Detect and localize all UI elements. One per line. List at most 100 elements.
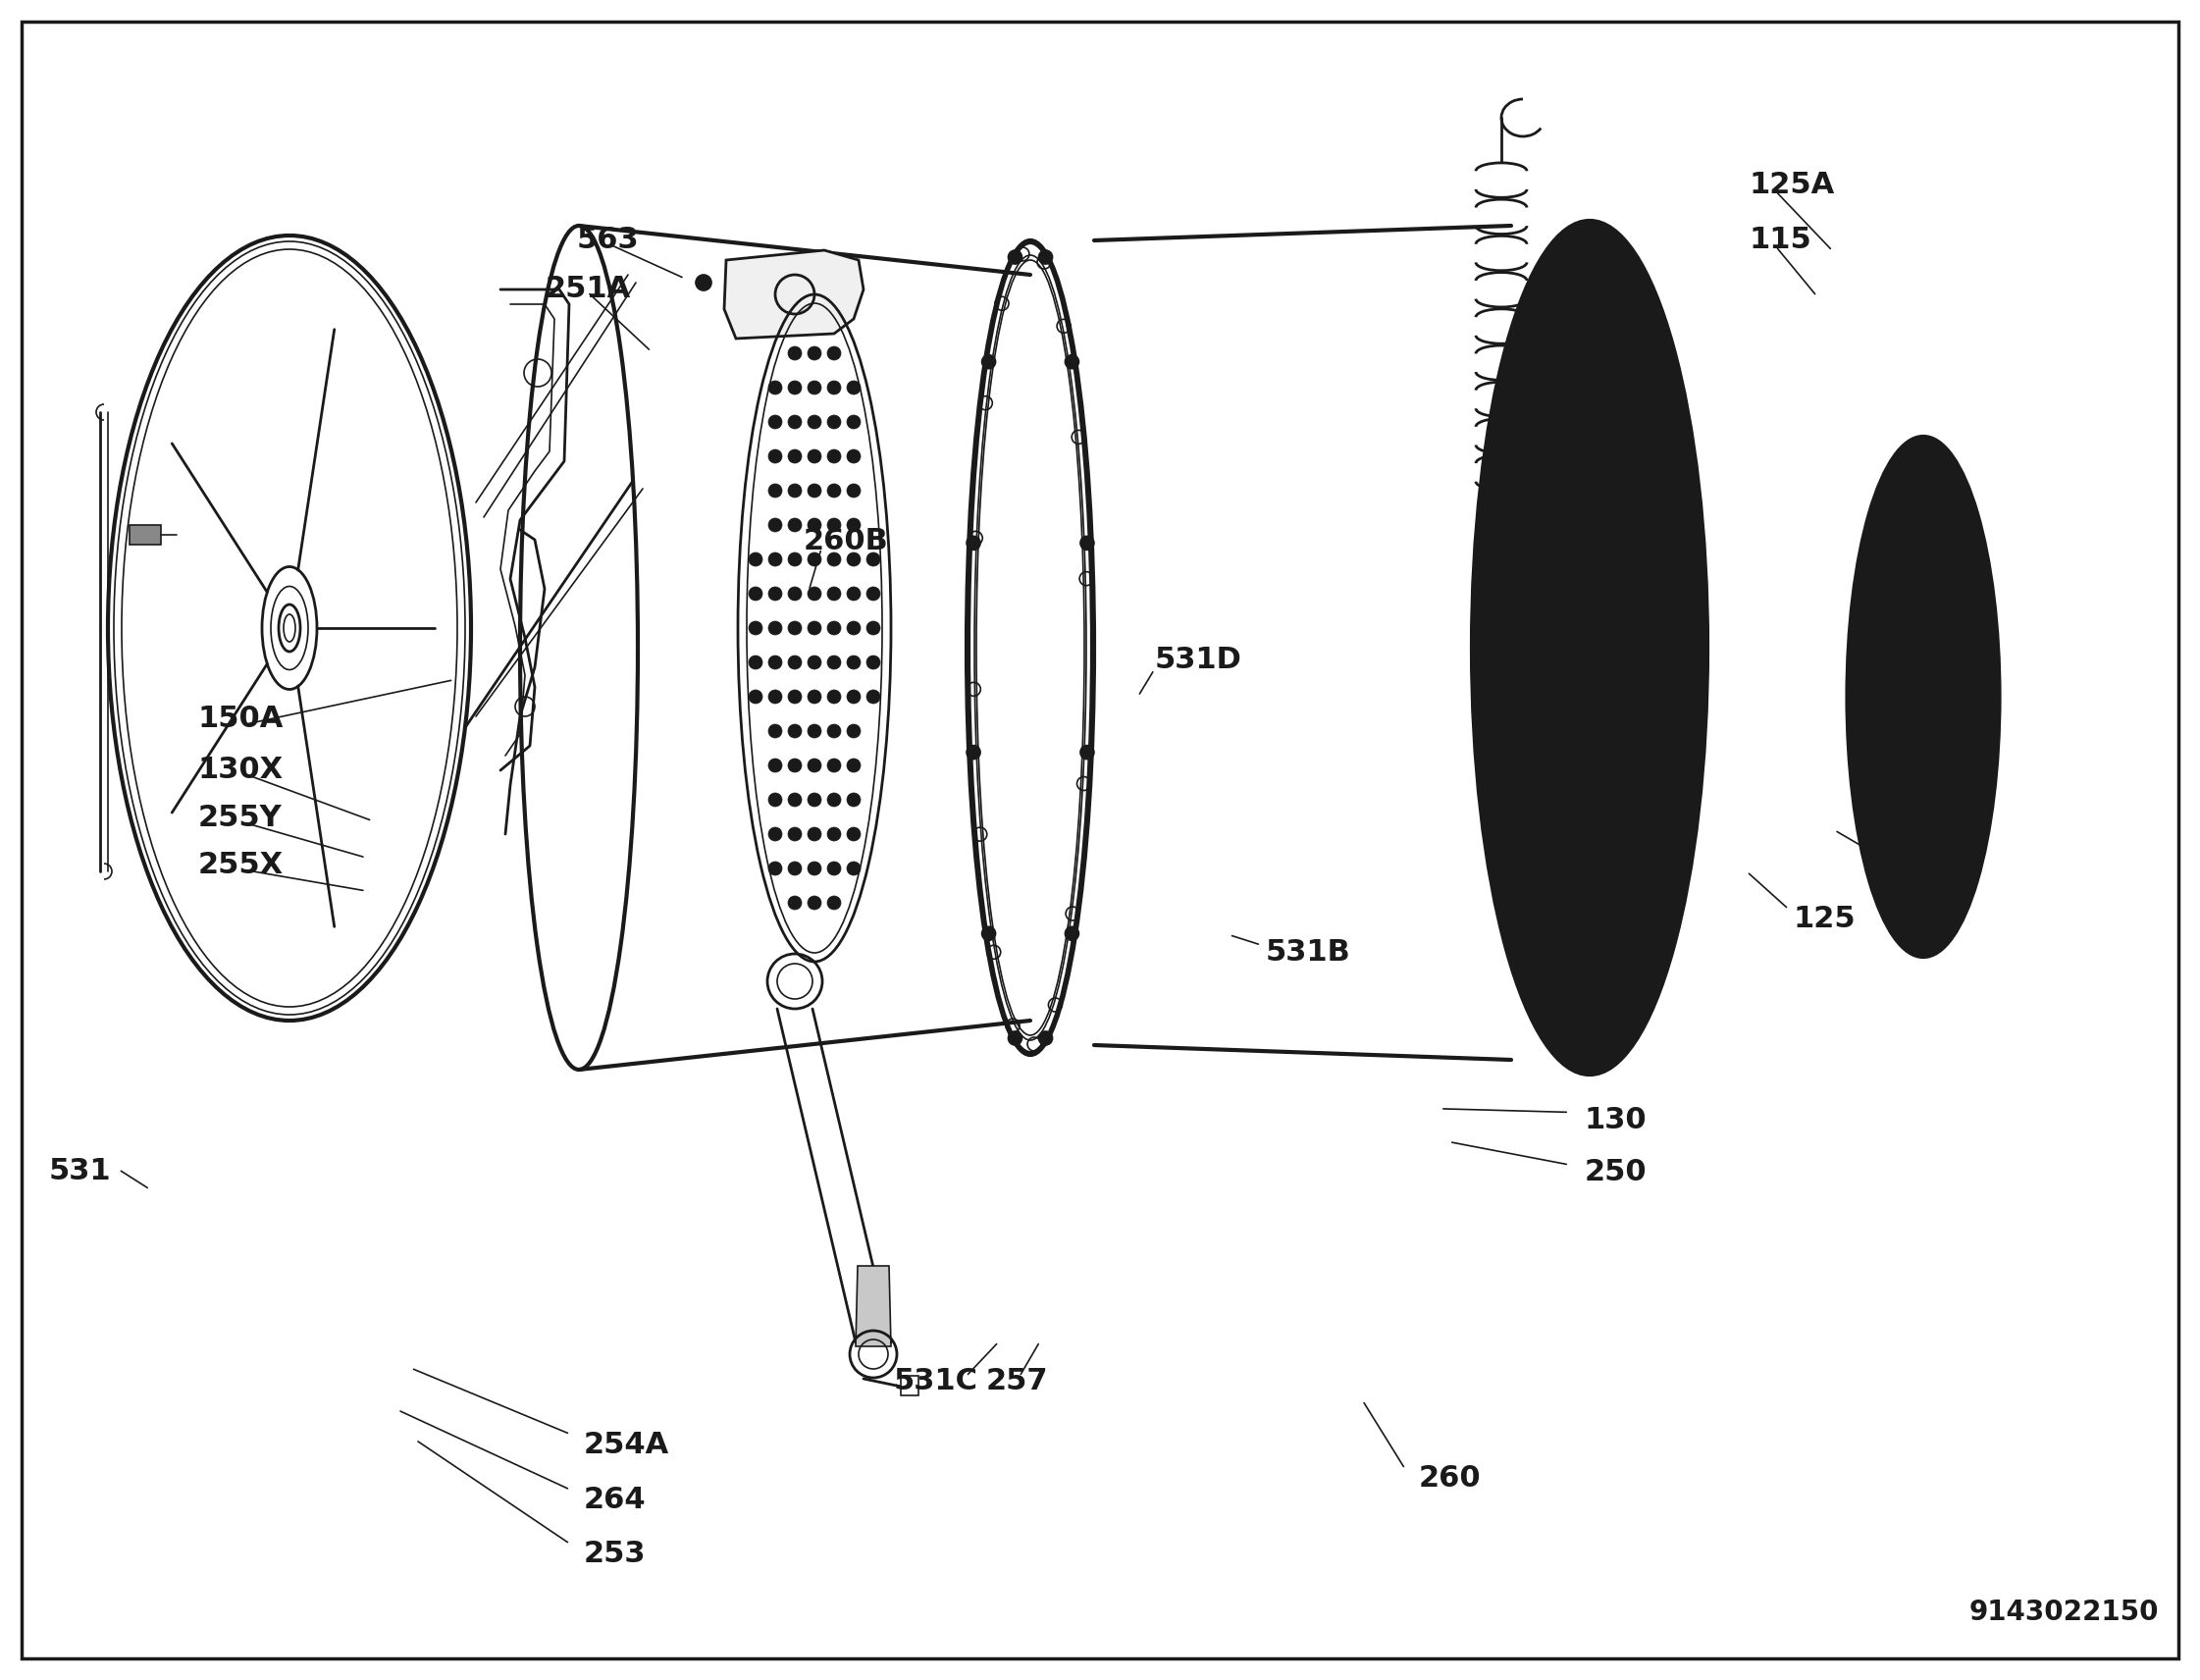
Circle shape [981, 927, 997, 941]
Circle shape [788, 862, 801, 875]
Ellipse shape [1472, 220, 1707, 1075]
Circle shape [966, 746, 981, 759]
Circle shape [827, 346, 840, 360]
Circle shape [966, 536, 981, 549]
Text: 150: 150 [1584, 1008, 1646, 1035]
Circle shape [1008, 250, 1023, 264]
Circle shape [807, 655, 821, 669]
Circle shape [981, 354, 997, 368]
Circle shape [788, 655, 801, 669]
Text: 150A: 150A [198, 706, 284, 732]
Circle shape [1065, 354, 1078, 368]
Text: 253: 253 [583, 1541, 645, 1567]
Circle shape [748, 553, 763, 566]
Polygon shape [130, 526, 161, 544]
Text: 251A: 251A [546, 276, 631, 302]
Circle shape [788, 759, 801, 773]
Circle shape [768, 415, 781, 428]
Circle shape [1008, 1032, 1023, 1045]
Circle shape [748, 622, 763, 635]
Circle shape [768, 862, 781, 875]
Circle shape [807, 827, 821, 842]
Circle shape [827, 415, 840, 428]
Circle shape [1038, 250, 1052, 264]
Polygon shape [856, 1267, 891, 1346]
Text: 563: 563 [576, 227, 638, 254]
Circle shape [768, 517, 781, 533]
Circle shape [807, 586, 821, 600]
Circle shape [867, 690, 880, 704]
Circle shape [807, 622, 821, 635]
Circle shape [1080, 536, 1093, 549]
Text: 257A: 257A [1883, 852, 1969, 879]
Text: 264: 264 [583, 1487, 645, 1514]
Text: 130X: 130X [198, 756, 284, 783]
Circle shape [867, 622, 880, 635]
Circle shape [768, 655, 781, 669]
Text: 254A: 254A [583, 1431, 669, 1458]
Circle shape [748, 655, 763, 669]
Circle shape [827, 827, 840, 842]
Circle shape [807, 517, 821, 533]
Text: 257: 257 [986, 1368, 1047, 1394]
Circle shape [695, 276, 711, 291]
Circle shape [867, 586, 880, 600]
Circle shape [807, 346, 821, 360]
Text: 9143022150: 9143022150 [1969, 1599, 2158, 1626]
Circle shape [847, 690, 860, 704]
Circle shape [788, 381, 801, 395]
Circle shape [768, 586, 781, 600]
Text: 125A: 125A [1749, 171, 1835, 198]
Text: 255Y: 255Y [198, 805, 282, 832]
Circle shape [768, 759, 781, 773]
Circle shape [827, 586, 840, 600]
Circle shape [768, 484, 781, 497]
Circle shape [788, 346, 801, 360]
Circle shape [788, 622, 801, 635]
Circle shape [788, 553, 801, 566]
Circle shape [847, 415, 860, 428]
Circle shape [768, 793, 781, 806]
Circle shape [847, 450, 860, 464]
Circle shape [807, 862, 821, 875]
Text: 260: 260 [1419, 1465, 1481, 1492]
Circle shape [867, 655, 880, 669]
Polygon shape [724, 250, 865, 339]
Circle shape [827, 895, 840, 909]
Circle shape [827, 759, 840, 773]
Text: 531: 531 [48, 1158, 110, 1184]
Circle shape [827, 655, 840, 669]
Circle shape [748, 586, 763, 600]
Circle shape [788, 793, 801, 806]
Text: 250: 250 [1584, 1159, 1646, 1186]
Circle shape [807, 450, 821, 464]
Text: 255X: 255X [198, 852, 284, 879]
Circle shape [1065, 927, 1078, 941]
Circle shape [788, 724, 801, 738]
Circle shape [768, 553, 781, 566]
Circle shape [847, 517, 860, 533]
Circle shape [827, 517, 840, 533]
Circle shape [788, 586, 801, 600]
Circle shape [827, 381, 840, 395]
Circle shape [768, 724, 781, 738]
Text: 531B: 531B [1265, 939, 1351, 966]
Circle shape [788, 415, 801, 428]
Circle shape [788, 484, 801, 497]
Circle shape [847, 793, 860, 806]
Circle shape [867, 553, 880, 566]
Circle shape [847, 586, 860, 600]
Circle shape [768, 827, 781, 842]
Circle shape [807, 690, 821, 704]
Circle shape [1080, 746, 1093, 759]
Circle shape [788, 517, 801, 533]
Circle shape [768, 381, 781, 395]
Circle shape [807, 793, 821, 806]
Circle shape [827, 793, 840, 806]
Circle shape [788, 827, 801, 842]
Text: 531D: 531D [1155, 647, 1243, 674]
Text: 260B: 260B [803, 528, 889, 554]
Circle shape [1038, 1032, 1052, 1045]
Circle shape [768, 450, 781, 464]
Circle shape [827, 690, 840, 704]
